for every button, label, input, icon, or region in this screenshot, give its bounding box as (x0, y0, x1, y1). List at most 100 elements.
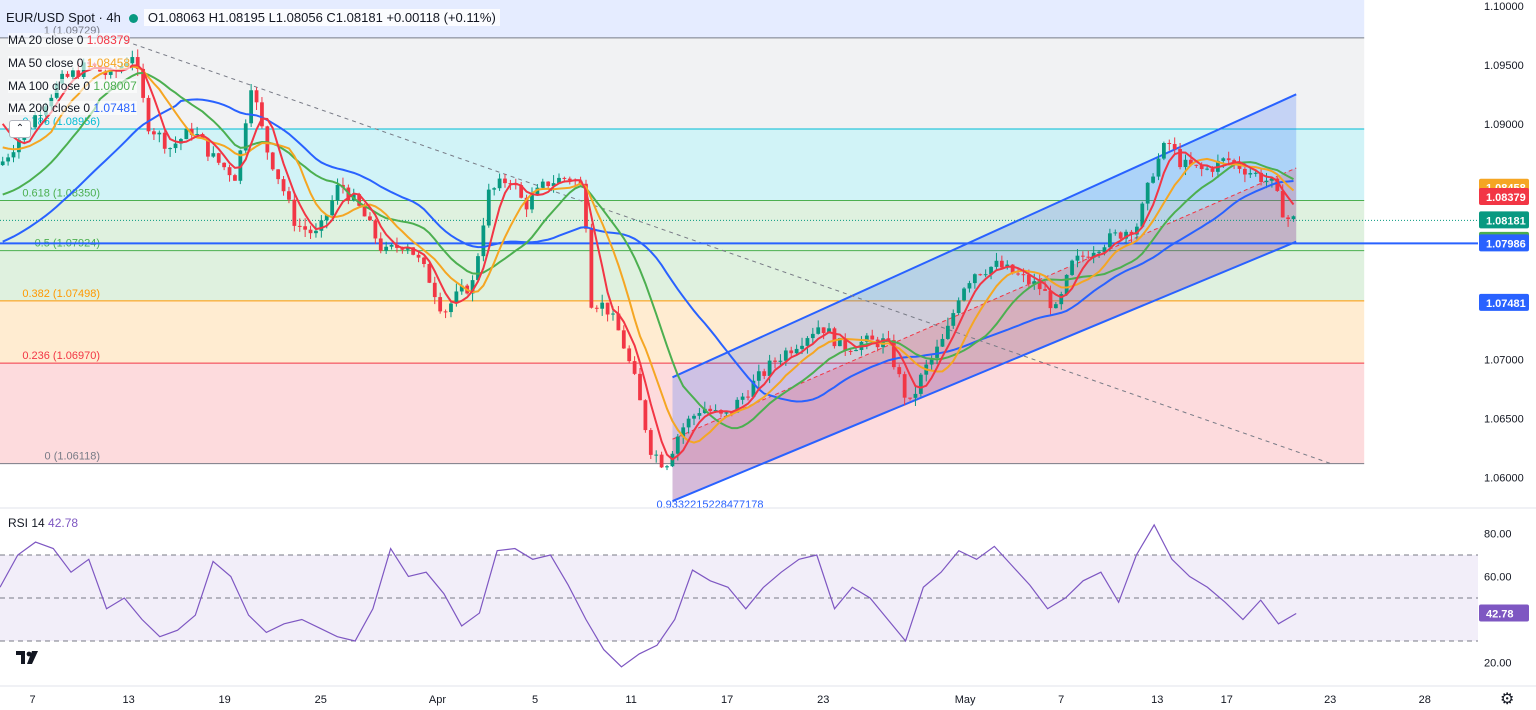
candle (708, 405, 713, 414)
fib-zone (0, 363, 1365, 464)
time-tick-label: 28 (1419, 694, 1431, 706)
tradingview-logo-icon[interactable] (14, 648, 44, 668)
candle-body (1259, 172, 1263, 183)
candle-body (908, 397, 912, 399)
candle-body (1291, 216, 1296, 220)
candle-body (902, 374, 907, 398)
candle-body (1183, 159, 1188, 168)
candle-body (551, 183, 556, 187)
rsi-value-box (1479, 604, 1529, 622)
candle-body (324, 215, 329, 221)
candle (1259, 168, 1263, 186)
candle-body (1226, 158, 1231, 161)
candle-body (621, 330, 626, 349)
time-tick-label: 11 (625, 694, 636, 706)
rsi-tick-label: 20.00 (1484, 658, 1512, 670)
candle-body (1032, 281, 1037, 284)
price-label-text: 1.07986 (1486, 238, 1526, 250)
channel-upper-line (672, 93, 1297, 379)
candle (756, 364, 761, 389)
candle-body (1064, 274, 1069, 295)
candle-body (103, 71, 108, 75)
candle (422, 256, 426, 268)
candle-body (411, 247, 416, 255)
candle-body (17, 139, 21, 153)
candle (918, 372, 923, 397)
candle (65, 71, 70, 79)
candle-body (967, 283, 972, 289)
fib-level-label: 0.382 (1.07498) (22, 288, 100, 300)
time-tick-label: 13 (1151, 694, 1163, 706)
candle-body (157, 132, 162, 135)
time-tick-label: 23 (1324, 694, 1336, 706)
candle (530, 187, 534, 214)
candle-body (594, 307, 599, 309)
rsi-value-box-text: 42.78 (1486, 609, 1514, 621)
candle-body (292, 199, 297, 226)
candle-body (740, 396, 745, 400)
candle-body (616, 313, 621, 331)
candle-body (1221, 158, 1226, 161)
candle-body (389, 244, 394, 247)
candle-body (206, 138, 210, 157)
candle-body (195, 134, 200, 136)
candle (476, 253, 480, 283)
candle (438, 292, 443, 314)
candle-body (108, 70, 113, 75)
candle (1178, 142, 1182, 170)
candle (848, 348, 853, 355)
rsi-legend[interactable]: RSI 14 42.78 (8, 516, 79, 530)
candle-body (168, 148, 173, 150)
candle-body (254, 90, 259, 103)
symbol-title[interactable]: EUR/USD Spot · 4h (6, 10, 121, 25)
candle (1059, 291, 1064, 310)
candle-body (881, 338, 885, 348)
candle (135, 49, 140, 77)
ma200-legend[interactable]: MA 200 close 0 1.07481 (8, 101, 137, 115)
price-label-text: 1.07481 (1486, 298, 1526, 310)
candle-body (848, 350, 853, 352)
candle (1113, 229, 1118, 236)
candle-body (567, 178, 572, 181)
candle-body (697, 413, 702, 416)
candle (1291, 215, 1296, 222)
candle (627, 345, 632, 364)
candle (146, 95, 151, 135)
channel-lower-line (672, 240, 1297, 503)
candle (378, 232, 383, 254)
candle-body (1086, 256, 1091, 258)
candle-body (211, 153, 216, 157)
candle-body (130, 57, 135, 64)
candle-body (416, 254, 421, 258)
settings-gear-icon[interactable]: ⚙ (1500, 691, 1515, 708)
candle (243, 119, 248, 154)
price-tick-label: 1.06500 (1484, 414, 1524, 426)
candle-body (1140, 203, 1145, 227)
candle-body (659, 454, 664, 468)
candle-body (810, 333, 815, 339)
ma100-legend[interactable]: MA 100 close 0 1.08007 (8, 79, 137, 93)
candle-body (287, 191, 291, 200)
candle (665, 464, 669, 471)
ma50-legend[interactable]: MA 50 close 0 1.08458 (8, 56, 131, 70)
time-tick-label: 25 (315, 694, 327, 706)
candle (805, 336, 810, 354)
candle-body (1243, 168, 1247, 175)
candle-body (1167, 142, 1172, 145)
candle-body (535, 187, 540, 195)
candle-body (249, 90, 254, 124)
chart-header: EUR/USD Spot · 4h O1.08063 H1.08195 L1.08… (6, 9, 500, 26)
ma20-legend[interactable]: MA 20 close 0 1.08379 (8, 33, 131, 47)
candle (1080, 251, 1085, 263)
candle (1037, 273, 1042, 296)
collapse-legend-icon[interactable]: ⌃ (9, 120, 31, 138)
candle-body (319, 220, 324, 231)
candle-body (1270, 178, 1274, 181)
candle (211, 146, 216, 158)
candle (908, 397, 912, 401)
candle (308, 225, 313, 239)
candle-body (443, 311, 448, 313)
candle (762, 368, 767, 380)
candle (1026, 269, 1031, 289)
